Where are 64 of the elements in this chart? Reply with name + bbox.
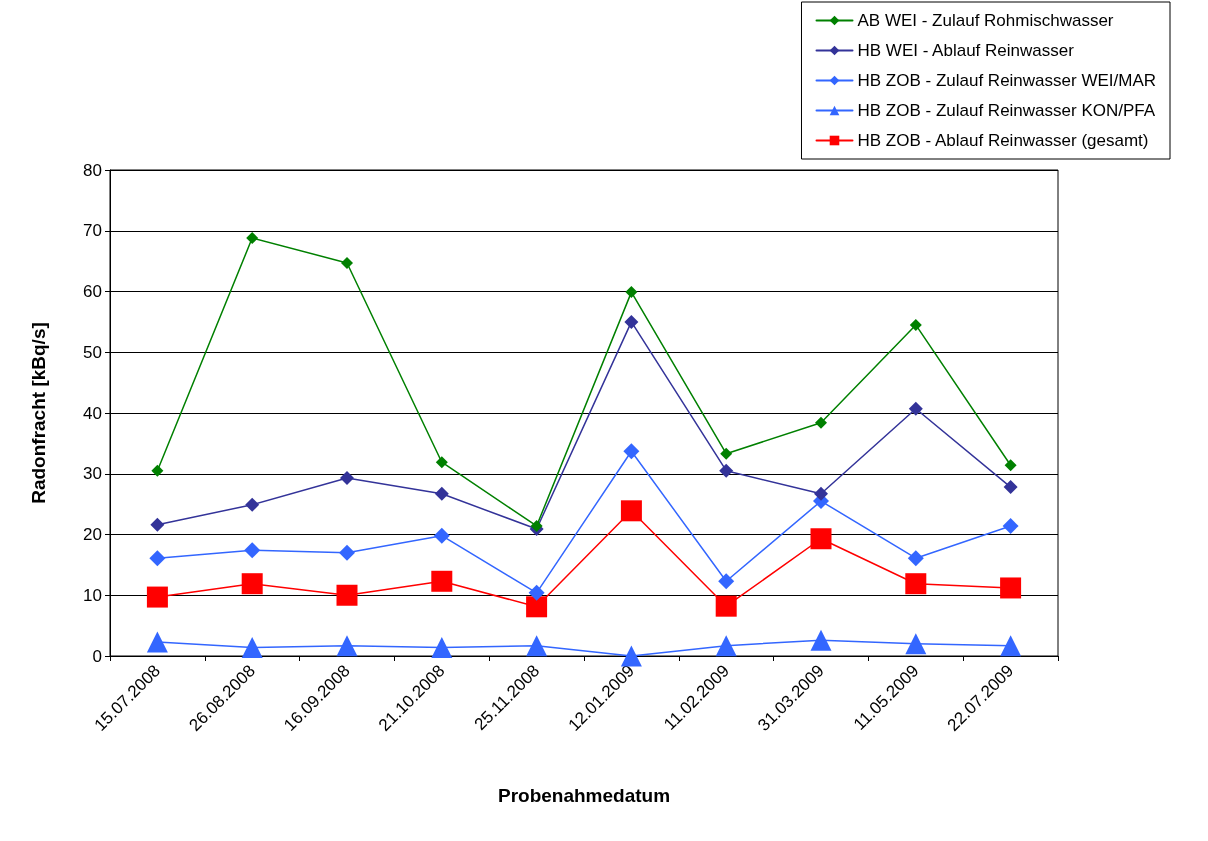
point bbox=[815, 416, 827, 429]
point bbox=[620, 645, 642, 667]
point bbox=[431, 636, 453, 658]
point bbox=[625, 286, 638, 299]
point bbox=[1002, 517, 1019, 534]
point bbox=[340, 471, 354, 485]
point bbox=[246, 232, 259, 245]
point bbox=[1003, 480, 1018, 495]
y-tick-label: 70 bbox=[83, 221, 102, 241]
point bbox=[715, 595, 737, 617]
y-tick-label: 40 bbox=[83, 403, 102, 423]
point bbox=[720, 447, 733, 460]
x-axis-title: Probenahmedatum bbox=[497, 785, 671, 806]
point bbox=[245, 497, 260, 512]
point bbox=[336, 584, 358, 606]
legend-label: AB WEI - Zulauf Rohmischwasser bbox=[857, 11, 1114, 30]
legend-label: HB ZOB - Zulauf Reinwasser KON/PFA bbox=[857, 101, 1156, 120]
point bbox=[431, 570, 453, 592]
point bbox=[530, 519, 543, 532]
point bbox=[623, 443, 640, 460]
point bbox=[150, 517, 165, 532]
point bbox=[905, 573, 927, 595]
legend-label: HB WEI - Ablauf Reinwasser bbox=[857, 41, 1075, 60]
legend-label: HB ZOB - Zulauf Reinwasser WEI/MAR bbox=[857, 71, 1157, 90]
y-axis-title: Radonfracht [kBq/s] bbox=[28, 322, 49, 504]
point bbox=[149, 550, 166, 567]
point bbox=[433, 527, 450, 544]
y-tick-label: 10 bbox=[83, 585, 102, 605]
point bbox=[909, 318, 922, 331]
point bbox=[241, 573, 263, 595]
point bbox=[814, 486, 828, 501]
y-tick-label: 60 bbox=[83, 282, 102, 301]
point bbox=[907, 550, 924, 567]
point bbox=[810, 528, 832, 550]
point bbox=[1000, 635, 1022, 657]
point bbox=[336, 635, 358, 657]
point bbox=[435, 456, 448, 469]
y-tick-label: 20 bbox=[83, 525, 102, 544]
point bbox=[1000, 577, 1022, 599]
y-tick-label: 0 bbox=[92, 646, 102, 666]
point bbox=[715, 635, 737, 657]
y-tick-label: 30 bbox=[83, 464, 102, 484]
point bbox=[241, 636, 263, 658]
point bbox=[526, 635, 548, 657]
point bbox=[339, 544, 355, 561]
point bbox=[624, 314, 639, 329]
point bbox=[244, 542, 261, 559]
point bbox=[719, 463, 734, 478]
point bbox=[528, 584, 545, 601]
point bbox=[146, 631, 168, 653]
point bbox=[810, 629, 832, 651]
y-tick-label: 80 bbox=[83, 160, 102, 180]
point bbox=[1004, 459, 1017, 472]
point bbox=[151, 464, 164, 477]
point bbox=[905, 633, 927, 655]
point bbox=[146, 586, 168, 608]
point bbox=[434, 486, 449, 501]
point bbox=[908, 401, 923, 416]
point bbox=[526, 596, 548, 618]
y-tick-label: 50 bbox=[83, 342, 102, 362]
point bbox=[620, 500, 642, 522]
point bbox=[718, 573, 735, 590]
legend-label: HB ZOB - Ablauf Reinwasser (gesamt) bbox=[857, 131, 1149, 150]
point bbox=[341, 256, 353, 269]
